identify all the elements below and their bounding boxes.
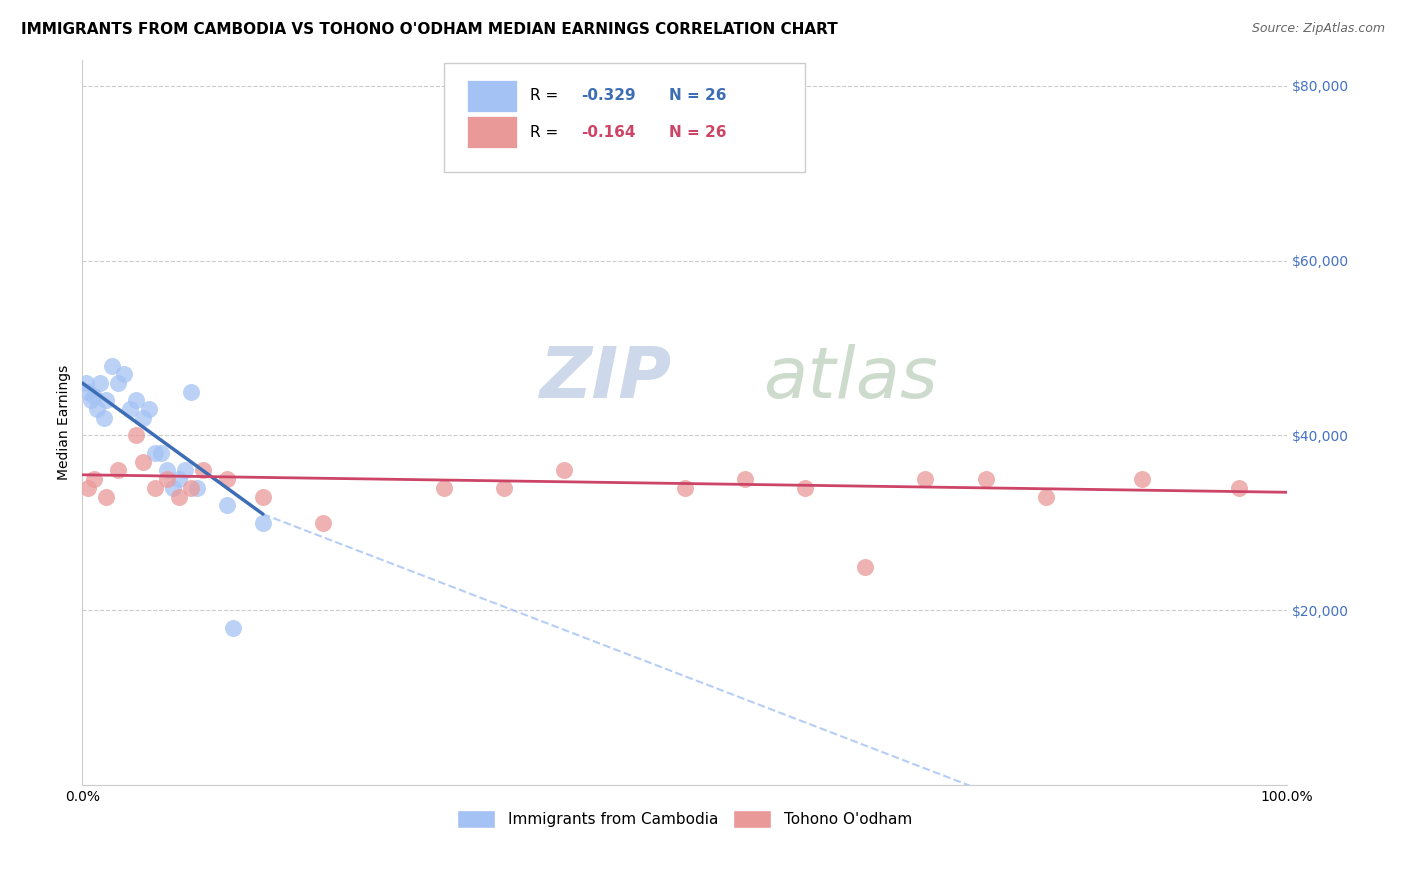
Point [83,472,105,486]
Point [252,490,274,504]
FancyBboxPatch shape [467,116,517,148]
Point [125,428,148,442]
Point [180,384,202,399]
Point [131,455,153,469]
Point [492,481,515,495]
Point [252,516,274,530]
Point [1227,481,1250,495]
Point [974,472,997,486]
Point [114,368,136,382]
Point [222,621,245,635]
Point [80,393,103,408]
Text: IMMIGRANTS FROM CAMBODIA VS TOHONO O'ODHAM MEDIAN EARNINGS CORRELATION CHART: IMMIGRANTS FROM CAMBODIA VS TOHONO O'ODH… [21,22,838,37]
Point [96,393,118,408]
Text: ZIP: ZIP [540,344,672,413]
Point [734,472,756,486]
Point [673,481,696,495]
Point [89,376,111,390]
Point [167,490,190,504]
Point [107,463,129,477]
Point [186,481,208,495]
Point [162,481,184,495]
Point [794,481,817,495]
Text: N = 26: N = 26 [669,88,727,103]
Point [853,559,876,574]
Point [77,384,100,399]
Point [75,376,97,390]
Point [96,490,118,504]
Point [215,499,238,513]
Point [1130,472,1153,486]
Point [215,472,238,486]
Point [149,446,172,460]
FancyBboxPatch shape [467,80,517,112]
Point [101,359,124,373]
Point [131,411,153,425]
Y-axis label: Median Earnings: Median Earnings [58,365,72,480]
Point [83,389,105,403]
Text: atlas: atlas [763,344,938,413]
FancyBboxPatch shape [444,63,806,172]
Text: N = 26: N = 26 [669,125,727,140]
Text: Source: ZipAtlas.com: Source: ZipAtlas.com [1251,22,1385,36]
Legend: Immigrants from Cambodia, Tohono O'odham: Immigrants from Cambodia, Tohono O'odham [450,803,920,836]
Point [1035,490,1057,504]
Point [143,446,166,460]
Point [155,472,177,486]
Point [173,463,195,477]
Point [155,463,177,477]
Point [77,481,100,495]
Point [107,376,129,390]
Point [120,402,142,417]
Point [312,516,335,530]
Point [138,402,160,417]
Point [191,463,214,477]
Point [914,472,936,486]
Point [180,481,202,495]
Text: R =: R = [530,125,564,140]
Point [143,481,166,495]
Text: -0.164: -0.164 [581,125,636,140]
Point [167,472,190,486]
Point [93,411,115,425]
Point [433,481,456,495]
Text: R =: R = [530,88,564,103]
Point [125,393,148,408]
Point [86,402,108,417]
Text: -0.329: -0.329 [581,88,636,103]
Point [553,463,575,477]
